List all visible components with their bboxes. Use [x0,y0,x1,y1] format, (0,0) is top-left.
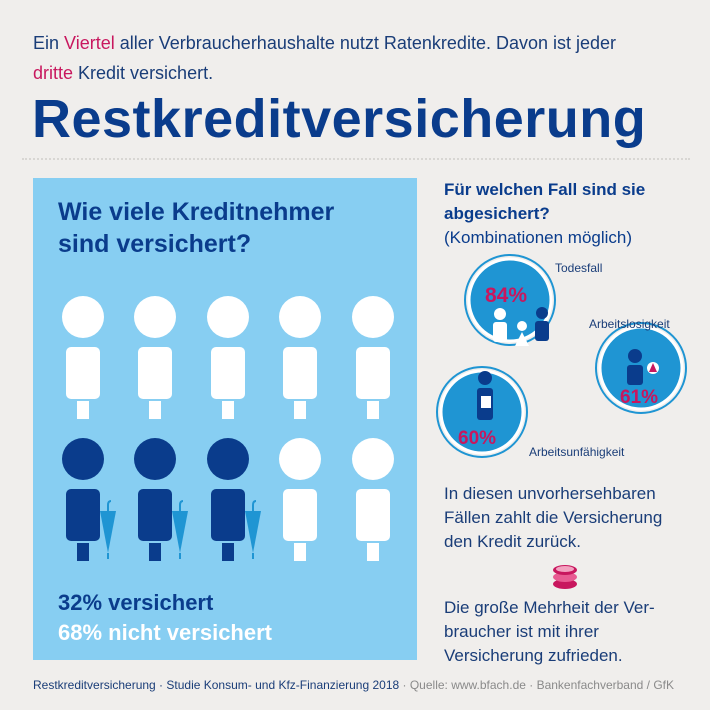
person-insured-umbrella [61,437,117,562]
case-disability: 60% Arbeitsunfähigkeit [436,366,625,459]
case-disability-value: 60% [458,428,496,449]
case-death-label: Todesfall [555,261,602,275]
child-icon [517,321,527,331]
person-not-insured [352,438,394,561]
intro-highlight-dritte: dritte [33,63,74,83]
satisfaction-text: Die große Mehrheit der Ver- braucher ist… [444,598,655,665]
case-disability-label: Arbeitsunfähigkeit [529,445,625,459]
adult-icon [494,308,506,320]
case-death-value: 84% [485,284,527,307]
person-not-insured [352,296,394,419]
people-grid [61,296,394,562]
intro-text: Ein Viertel aller Verbraucherhaushalte n… [33,33,617,83]
coins-icon [553,565,577,589]
case-unemployment: 61% Arbeitslosigkeit [589,317,687,414]
person-not-insured [279,296,321,419]
panel-question: Wie viele Kreditnehmer sind versichert? [58,198,335,258]
page-title: Restkreditversicherung [32,89,647,149]
case-unemployment-value: 61% [620,387,658,408]
case-unemployment-label: Arbeitslosigkeit [589,317,670,331]
job-seeker-icon [628,349,642,363]
footer-source: Restkreditversicherung · Studie Konsum- … [33,678,674,692]
person-icon [536,307,548,319]
insured-share: 32% versichert [58,590,214,615]
person-not-insured [62,296,104,419]
person-not-insured [207,296,249,419]
divider [22,158,690,160]
insurance-panel [33,178,417,660]
person-not-insured [279,438,321,561]
not-insured-share: 68% nicht versichert [58,620,272,645]
payout-text: In diesen unvorhersehbaren Fällen zahlt … [444,484,663,551]
person-insured-umbrella [133,437,189,562]
coverage-cases: 84% Todesfall 61% Arbeitslosigkeit 60% A… [436,254,687,459]
person-insured-umbrella [206,437,262,562]
sick-person-icon [478,371,492,385]
case-death: 84% Todesfall [464,254,602,346]
intro-highlight-viertel: Viertel [64,33,115,53]
person-not-insured [134,296,176,419]
coverage-heading: Für welchen Fall sind sie abgesichert? (… [444,180,646,247]
